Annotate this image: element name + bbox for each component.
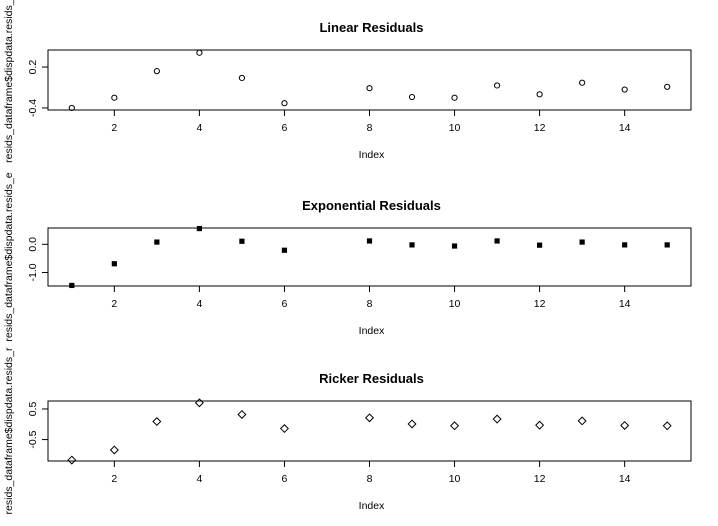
- chart-title: Exponential Residuals: [302, 198, 441, 213]
- y-tick-label: 0.5: [27, 402, 39, 417]
- plot-frame: [47, 49, 692, 111]
- y-tick-label: 0.0: [27, 237, 39, 252]
- data-point: [194, 398, 204, 408]
- data-point: [111, 94, 118, 101]
- data-point: [664, 83, 671, 90]
- x-axis-label: Index: [359, 325, 385, 337]
- plot-frame: [47, 227, 692, 287]
- x-tick-label: 10: [449, 298, 461, 310]
- data-point: [281, 100, 288, 107]
- data-point: [408, 93, 416, 101]
- y-tick-label: 0.2: [27, 60, 39, 75]
- x-tick-label: 8: [367, 122, 373, 134]
- data-point: [451, 243, 458, 249]
- data-point: [279, 424, 289, 434]
- plot-frame: [47, 400, 692, 462]
- panel-3: Ricker Residuals 2 4 6 8 10 12 14 0.5 -0.5 Index re…: [3, 347, 692, 514]
- x-axis-label: Index: [359, 500, 385, 512]
- x-tick-label: 12: [534, 298, 546, 310]
- data-point: [196, 225, 202, 232]
- x-tick-label: 4: [196, 473, 202, 485]
- data-point: [622, 242, 628, 248]
- data-point: [69, 282, 75, 289]
- data-point: [535, 420, 545, 430]
- data-point: [152, 417, 162, 427]
- data-point: [662, 421, 672, 431]
- y-tick-label: -1.0: [27, 263, 39, 281]
- data-point: [238, 74, 246, 82]
- data-point: [577, 416, 587, 426]
- data-point: [579, 79, 586, 86]
- x-tick-label: 12: [534, 473, 546, 485]
- data-point: [409, 242, 415, 248]
- x-tick-label: 8: [367, 298, 373, 310]
- data-point: [237, 409, 247, 419]
- panel-2: Exponential Residuals 2 4 6 8 10 12 14 0.0 -1.0 In…: [3, 172, 692, 342]
- x-tick-label: 2: [111, 122, 117, 134]
- x-tick-label: 14: [619, 122, 631, 134]
- data-point: [111, 261, 117, 267]
- y-tick-label: -0.5: [27, 430, 39, 448]
- x-tick-label: 6: [282, 122, 288, 134]
- data-point: [364, 413, 375, 423]
- chart-title: Linear Residuals: [319, 20, 423, 35]
- data-point: [579, 239, 585, 245]
- data-point: [153, 68, 160, 75]
- data-point: [493, 82, 501, 89]
- y-tick-label: -0.4: [27, 99, 39, 117]
- data-point: [407, 419, 417, 429]
- x-axis-label: Index: [359, 149, 385, 161]
- data-point: [67, 455, 77, 465]
- x-tick-label: 12: [534, 122, 546, 134]
- data-point: [620, 420, 630, 430]
- data-point: [154, 239, 160, 245]
- data-point: [239, 238, 245, 244]
- x-tick-label: 14: [619, 298, 631, 310]
- y-axis-label: resids_dataframe$dispdata.resids_l: [3, 0, 15, 163]
- x-tick-label: 4: [196, 122, 202, 134]
- data-point: [281, 247, 288, 253]
- x-tick-label: 4: [196, 298, 202, 310]
- data-point: [621, 86, 628, 93]
- x-tick-label: 6: [282, 473, 288, 485]
- data-point: [451, 94, 458, 101]
- data-point: [109, 445, 119, 455]
- chart-title: Ricker Residuals: [319, 371, 424, 386]
- panel-1: Linear Residuals 2 4 6 8 10 12 14 -0.4 0.2 Index re…: [3, 0, 692, 163]
- y-axis-label: resids_dataframe$dispdata.resids_r: [3, 347, 15, 514]
- y-axis-label: resids_dataframe$dispdata.resids_e: [3, 172, 15, 341]
- data-point: [68, 104, 75, 112]
- x-tick-label: 2: [111, 473, 117, 485]
- data-point: [536, 91, 543, 98]
- x-tick-label: 8: [367, 473, 373, 485]
- data-point: [492, 414, 502, 424]
- x-tick-label: 10: [449, 122, 461, 134]
- x-tick-label: 10: [449, 473, 461, 485]
- data-point: [537, 242, 543, 248]
- x-tick-label: 6: [282, 298, 288, 310]
- data-point: [366, 85, 373, 92]
- data-point: [450, 421, 460, 431]
- x-tick-label: 14: [619, 473, 631, 485]
- data-point: [196, 49, 203, 56]
- data-point: [494, 238, 500, 244]
- data-point: [664, 242, 670, 248]
- data-point: [366, 238, 373, 244]
- x-tick-label: 2: [111, 298, 117, 310]
